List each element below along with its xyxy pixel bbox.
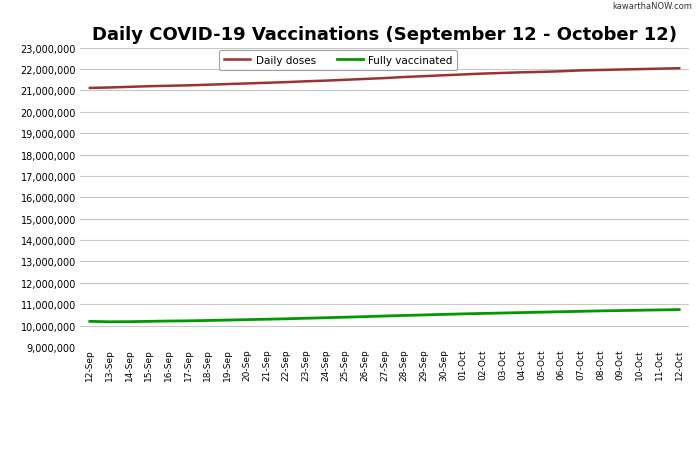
Fully vaccinated (400, 313, 409, 319)
Fully vaccinated (361, 314, 369, 320)
Line: Daily doses: Daily doses (90, 69, 679, 89)
Fully vaccinated (459, 312, 467, 317)
Daily doses (262, 81, 271, 87)
Daily doses (616, 68, 624, 73)
Fully vaccinated (479, 311, 487, 317)
Fully vaccinated (184, 319, 192, 324)
Daily doses (459, 73, 467, 78)
Fully vaccinated (145, 319, 153, 325)
Daily doses (223, 82, 232, 88)
Daily doses (479, 72, 487, 77)
Fully vaccinated (420, 313, 428, 318)
Daily doses (656, 67, 664, 72)
Daily doses (635, 67, 644, 73)
Fully vaccinated (498, 311, 507, 316)
Daily doses (145, 84, 153, 90)
Fully vaccinated (635, 308, 644, 313)
Daily doses (322, 79, 330, 84)
Daily doses (341, 78, 349, 83)
Daily doses (498, 71, 507, 76)
Fully vaccinated (518, 310, 526, 316)
Daily doses (557, 69, 566, 75)
Fully vaccinated (302, 316, 310, 321)
Fully vaccinated (616, 308, 624, 313)
Fully vaccinated (105, 319, 113, 325)
Daily doses (243, 81, 251, 87)
Fully vaccinated (262, 317, 271, 322)
Fully vaccinated (203, 318, 212, 324)
Fully vaccinated (243, 317, 251, 323)
Fully vaccinated (164, 319, 173, 324)
Daily doses (203, 83, 212, 88)
Fully vaccinated (557, 309, 566, 315)
Daily doses (596, 68, 605, 74)
Fully vaccinated (439, 312, 448, 318)
Daily doses (164, 84, 173, 89)
Daily doses (86, 86, 94, 92)
Daily doses (439, 73, 448, 79)
Fully vaccinated (341, 315, 349, 320)
Fully vaccinated (675, 307, 683, 313)
Text: kawarthaNOW.com: kawarthaNOW.com (612, 2, 693, 11)
Daily doses (400, 75, 409, 81)
Fully vaccinated (322, 315, 330, 321)
Fully vaccinated (86, 319, 94, 325)
Daily doses (184, 83, 192, 89)
Fully vaccinated (282, 316, 290, 322)
Fully vaccinated (125, 319, 134, 325)
Fully vaccinated (656, 307, 664, 313)
Daily doses (105, 86, 113, 91)
Daily doses (518, 70, 526, 76)
Fully vaccinated (596, 308, 605, 314)
Title: Daily COVID-19 Vaccinations (September 12 - October 12): Daily COVID-19 Vaccinations (September 1… (92, 26, 677, 44)
Legend: Daily doses, Fully vaccinated: Daily doses, Fully vaccinated (219, 51, 457, 71)
Fully vaccinated (380, 313, 388, 319)
Fully vaccinated (223, 318, 232, 323)
Daily doses (361, 77, 369, 82)
Daily doses (282, 80, 290, 86)
Daily doses (380, 76, 388, 81)
Line: Fully vaccinated: Fully vaccinated (90, 310, 679, 322)
Fully vaccinated (537, 310, 546, 315)
Daily doses (577, 69, 585, 74)
Daily doses (537, 70, 546, 75)
Fully vaccinated (577, 309, 585, 314)
Daily doses (420, 74, 428, 80)
Daily doses (125, 85, 134, 90)
Daily doses (675, 66, 683, 72)
Daily doses (302, 79, 310, 85)
